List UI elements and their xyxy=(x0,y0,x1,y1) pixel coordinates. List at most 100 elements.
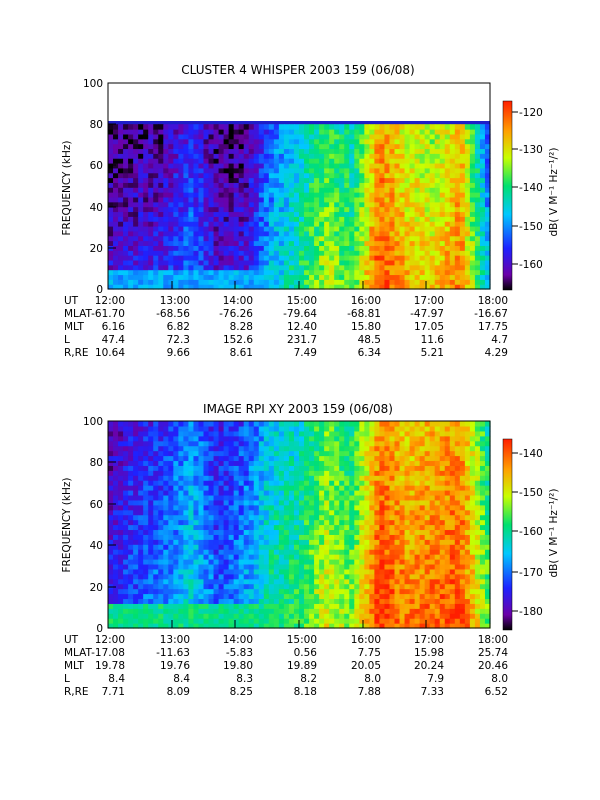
spectrogram-cell xyxy=(324,172,330,179)
spectrogram-cell xyxy=(213,460,220,466)
spectrogram-cell xyxy=(218,421,225,427)
spectrogram-cell xyxy=(248,425,255,432)
spectrogram-cell xyxy=(158,225,164,232)
spectrogram-cell xyxy=(128,465,134,471)
spectrogram-cell xyxy=(319,514,325,521)
spectrogram-cell xyxy=(309,153,315,159)
spectrogram-cell xyxy=(339,158,345,164)
spectrogram-cell xyxy=(474,138,481,145)
spectrogram-cell xyxy=(118,133,124,140)
spectrogram-cell xyxy=(168,259,174,266)
spectrogram-cell xyxy=(138,421,144,427)
spectrogram-cell xyxy=(238,465,245,471)
spectrogram-cell xyxy=(123,554,129,560)
spectrogram-cell xyxy=(248,499,255,506)
spectrogram-cell xyxy=(248,245,255,251)
spectrogram-cell xyxy=(349,603,355,609)
spectrogram-cell xyxy=(339,192,345,198)
spectrogram-cell xyxy=(459,225,466,232)
spectrogram-cell xyxy=(354,509,360,516)
spectrogram-cell xyxy=(474,206,481,213)
spectrogram-cell xyxy=(163,192,169,198)
spectrogram-cell xyxy=(238,440,245,447)
spectrogram-cell xyxy=(434,245,441,251)
spectrogram-cell xyxy=(304,470,310,476)
spectrogram-cell xyxy=(178,133,184,140)
spectrogram-cell xyxy=(143,182,149,188)
spectrogram-cell xyxy=(273,206,280,213)
spectrogram-cell xyxy=(113,573,119,580)
spectrogram-cell xyxy=(243,480,250,486)
spectrogram-cell xyxy=(283,158,290,164)
spectrogram-cell xyxy=(148,245,154,251)
spectrogram-cell xyxy=(309,499,315,506)
spectrogram-cell xyxy=(409,279,416,285)
spectrogram-cell xyxy=(113,240,119,246)
spectrogram-cell xyxy=(309,269,315,276)
spectrogram-cell xyxy=(278,534,285,540)
spectrogram-cell xyxy=(253,138,260,145)
spectrogram-cell xyxy=(469,235,476,242)
spectrogram-cell xyxy=(263,568,270,575)
spectrogram-cell xyxy=(113,455,119,462)
spectrogram-cell xyxy=(128,524,134,531)
spectrogram-cell xyxy=(198,425,205,432)
spectrogram-cell xyxy=(404,187,411,193)
spectrogram-cell xyxy=(198,539,205,545)
spectrogram-cell xyxy=(263,124,270,130)
spectrogram-cell xyxy=(263,129,270,135)
spectrogram-cell xyxy=(148,490,154,496)
spectrogram-cell xyxy=(288,534,295,540)
spectrogram-cell xyxy=(238,519,245,526)
panel-1-ephemeris-value: -47.97 xyxy=(410,308,444,320)
spectrogram-cell xyxy=(469,162,476,169)
spectrogram-cell xyxy=(123,460,129,466)
spectrogram-cell xyxy=(359,264,365,271)
spectrogram-cell xyxy=(354,421,360,427)
spectrogram-cell xyxy=(118,475,124,481)
spectrogram-cell xyxy=(178,588,184,595)
spectrogram-cell xyxy=(484,187,491,193)
spectrogram-cell xyxy=(379,475,386,481)
spectrogram-cell xyxy=(128,588,134,595)
spectrogram-cell xyxy=(293,529,300,535)
spectrogram-cell xyxy=(173,221,179,227)
spectrogram-cell xyxy=(278,573,285,580)
spectrogram-cell xyxy=(118,279,124,285)
spectrogram-cell xyxy=(168,138,174,145)
spectrogram-cell xyxy=(208,539,215,545)
spectrogram-cell xyxy=(148,613,154,619)
spectrogram-cell xyxy=(374,544,381,550)
spectrogram-cell xyxy=(384,608,391,614)
spectrogram-cell xyxy=(283,554,290,560)
spectrogram-cell xyxy=(414,177,421,183)
spectrogram-cell xyxy=(469,124,476,130)
spectrogram-cell xyxy=(339,475,345,481)
spectrogram-cell xyxy=(349,480,355,486)
spectrogram-cell xyxy=(479,158,486,164)
spectrogram-cell xyxy=(334,211,340,217)
spectrogram-cell xyxy=(364,196,370,203)
spectrogram-cell xyxy=(128,598,134,604)
spectrogram-cell xyxy=(243,201,250,208)
spectrogram-cell xyxy=(339,206,345,213)
spectrogram-cell xyxy=(399,259,406,266)
spectrogram-cell xyxy=(203,490,210,496)
spectrogram-cell xyxy=(148,475,154,481)
spectrogram-cell xyxy=(374,460,381,466)
spectrogram-cell xyxy=(168,563,174,570)
spectrogram-cell xyxy=(419,235,426,242)
spectrogram-cell xyxy=(223,534,230,540)
panel-1-y-axis: 0 20 40 60 80 100 xyxy=(83,78,116,296)
spectrogram-cell xyxy=(268,143,275,150)
spectrogram-cell xyxy=(369,206,375,213)
spectrogram-cell xyxy=(133,264,139,271)
spectrogram-cell xyxy=(188,216,195,222)
spectrogram-cell xyxy=(238,158,245,164)
spectrogram-cell xyxy=(364,598,370,604)
spectrogram-cell xyxy=(113,514,119,521)
spectrogram-cell xyxy=(273,274,280,280)
spectrogram-cell xyxy=(258,539,265,545)
spectrogram-cell xyxy=(344,573,350,580)
spectrogram-cell xyxy=(304,534,310,540)
